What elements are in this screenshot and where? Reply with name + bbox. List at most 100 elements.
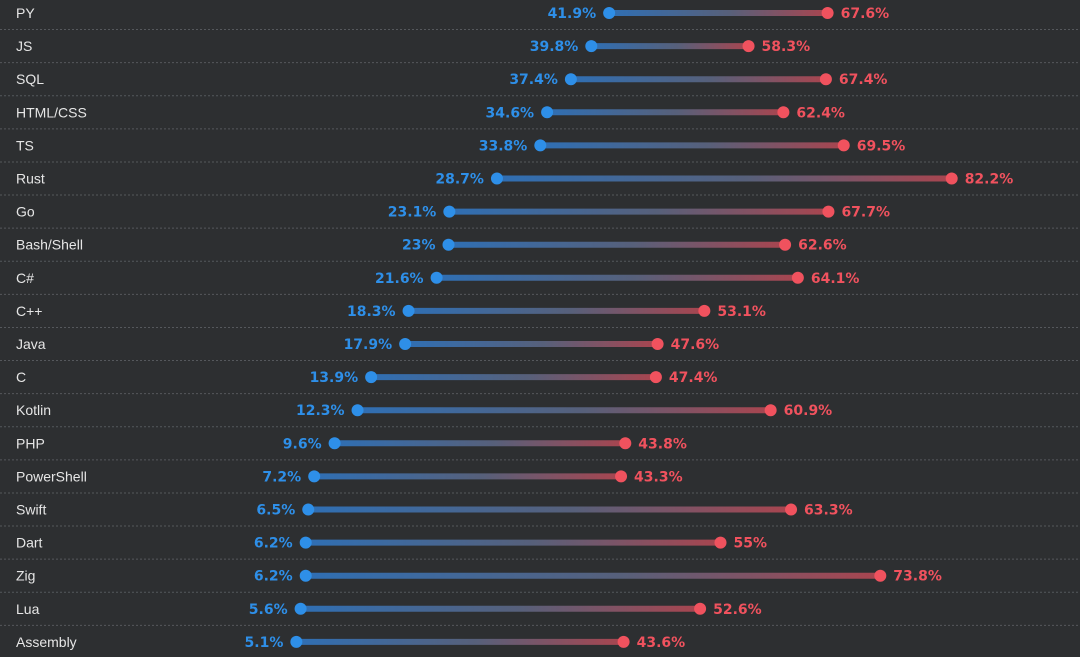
high-value-dot (742, 40, 755, 53)
high-value-label: 73.8% (893, 569, 942, 585)
high-value-dot (785, 503, 798, 516)
range-connector (300, 605, 701, 612)
category-label: Bash/Shell (16, 237, 83, 253)
chart-row: Zig 6.2% 73.8% (16, 568, 942, 585)
high-value-dot (777, 106, 790, 119)
low-value-dot (399, 338, 412, 350)
category-label: HTML/CSS (16, 104, 87, 120)
chart-row: HTML/CSS 34.6% 62.4% (16, 104, 845, 121)
row-dividers (0, 29, 1080, 626)
range-connector (314, 473, 622, 480)
range-connector (540, 142, 844, 149)
range-connector (296, 638, 624, 645)
low-value-label: 7.2% (262, 469, 301, 485)
category-label: Swift (16, 502, 46, 518)
high-value-dot (945, 172, 958, 185)
chart-row: Assembly 5.1% 43.6% (16, 634, 685, 651)
low-value-dot (430, 271, 443, 284)
low-value-dot (290, 635, 303, 648)
chart-row: Java 17.9% 47.6% (16, 336, 719, 353)
high-value-dot (822, 205, 835, 218)
high-value-label: 67.6% (841, 6, 890, 22)
low-value-label: 39.8% (530, 39, 579, 55)
chart-row: JS 39.8% 58.3% (16, 38, 810, 55)
range-connector (405, 341, 658, 347)
high-value-label: 62.4% (796, 105, 845, 121)
chart-row: C# 21.6% 64.1% (16, 270, 859, 287)
range-connector (357, 407, 771, 414)
low-value-dot (442, 238, 455, 251)
low-value-label: 13.9% (310, 370, 359, 386)
chart-row: Bash/Shell 23% 62.6% (16, 237, 847, 254)
high-value-label: 43.3% (634, 469, 683, 485)
category-label: SQL (16, 71, 44, 87)
high-value-dot (698, 304, 711, 317)
category-label: Java (16, 336, 46, 352)
low-value-dot (603, 7, 616, 19)
range-connector (591, 43, 749, 50)
high-value-label: 53.1% (717, 304, 766, 320)
range-connector (609, 10, 828, 16)
high-value-dot (617, 635, 630, 648)
low-value-dot (328, 437, 341, 450)
chart-row: Swift 6.5% 63.3% (16, 502, 853, 519)
high-value-dot (821, 7, 834, 19)
chart-row: Go 23.1% 67.7% (16, 204, 890, 221)
low-value-dot (351, 404, 364, 417)
category-label: PowerShell (16, 468, 87, 484)
high-value-label: 58.3% (762, 39, 811, 55)
range-connector (436, 274, 798, 281)
category-label: Lua (16, 601, 40, 617)
low-value-label: 34.6% (486, 105, 535, 121)
category-label: Kotlin (16, 402, 51, 418)
category-label: PHP (16, 435, 45, 451)
high-value-label: 43.6% (637, 635, 686, 651)
category-label: PY (16, 5, 35, 21)
category-label: Assembly (16, 634, 77, 650)
low-value-label: 21.6% (375, 271, 424, 287)
low-value-dot (294, 602, 307, 615)
range-connector (448, 241, 786, 248)
low-value-dot (402, 304, 415, 317)
low-value-label: 41.9% (548, 6, 597, 22)
high-value-dot (615, 470, 628, 483)
category-label: Rust (16, 171, 45, 187)
chart-row: Kotlin 12.3% 60.9% (16, 402, 832, 419)
range-connector (371, 374, 656, 381)
low-value-label: 33.8% (479, 138, 528, 154)
low-value-dot (541, 106, 554, 119)
range-connector (305, 539, 721, 546)
high-value-dot (779, 238, 792, 251)
chart-row: PHP 9.6% 43.8% (16, 435, 687, 452)
low-value-label: 37.4% (509, 72, 558, 88)
high-value-label: 60.9% (784, 403, 833, 419)
low-value-dot (299, 536, 312, 549)
low-value-label: 6.5% (256, 503, 295, 519)
low-value-label: 23.1% (388, 205, 437, 221)
category-label: C++ (16, 303, 42, 319)
range-connector (408, 307, 705, 314)
high-value-label: 43.8% (638, 436, 687, 452)
chart-row: PowerShell 7.2% 43.3% (16, 468, 683, 485)
low-value-dot (585, 40, 598, 53)
low-value-label: 6.2% (254, 569, 293, 585)
low-value-label: 18.3% (347, 304, 396, 320)
high-value-label: 47.4% (669, 370, 718, 386)
range-connector (334, 440, 626, 447)
high-value-dot (649, 371, 662, 384)
high-value-label: 82.2% (965, 172, 1014, 188)
chart-row: C 13.9% 47.4% (16, 369, 717, 386)
chart-row: TS 33.8% 69.5% (16, 137, 905, 154)
high-value-label: 63.3% (804, 503, 853, 519)
category-label: C (16, 369, 26, 385)
high-value-dot (619, 437, 632, 450)
low-value-label: 6.2% (254, 536, 293, 552)
chart-row: PY 41.9% 67.6% (16, 5, 889, 22)
high-value-dot (651, 338, 664, 350)
range-connector (305, 572, 881, 579)
category-label: Go (16, 204, 35, 220)
low-value-dot (308, 470, 321, 483)
chart-rows: PY 41.9% 67.6% JS 39.8% 58.3% SQL 37.4% 67.4% HTM… (16, 5, 1013, 651)
high-value-label: 69.5% (857, 138, 906, 154)
